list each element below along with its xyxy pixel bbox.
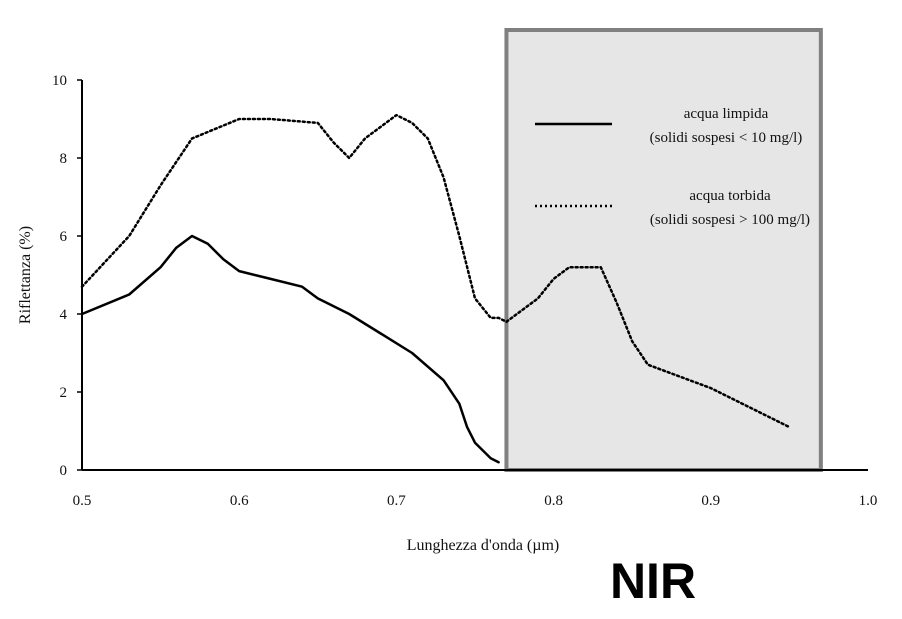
series-line-acqua-torbida — [80, 113, 791, 429]
legend-label-line2: (solidi sospesi < 10 mg/l) — [650, 130, 803, 146]
nir-label: NIR — [610, 553, 696, 609]
nir-highlight-band — [504, 28, 823, 472]
x-tick-label: 1.0 — [859, 493, 878, 509]
y-axis-title: Riflettanza (%) — [17, 226, 34, 324]
y-tick-label: 0 — [60, 463, 68, 479]
y-tick-label: 2 — [60, 385, 68, 401]
x-axis-title: Lunghezza d'onda (µm) — [407, 537, 559, 554]
legend-label-line1: acqua limpida — [684, 106, 769, 122]
x-tick-label: 0.8 — [544, 493, 563, 509]
legend-label-line1: acqua torbida — [689, 188, 771, 204]
x-tick-label: 0.5 — [73, 493, 92, 509]
y-tick-label: 8 — [60, 151, 68, 167]
y-tick-label: 6 — [60, 229, 68, 245]
x-tick-label: 0.7 — [387, 493, 406, 509]
series-line-acqua-limpida — [80, 234, 500, 464]
y-tick-label: 4 — [60, 307, 68, 323]
y-tick-label: 10 — [52, 73, 67, 89]
x-tick-label: 0.9 — [701, 493, 720, 509]
x-tick-label: 0.6 — [230, 493, 249, 509]
legend-label-line2: (solidi sospesi > 100 mg/l) — [650, 212, 810, 228]
